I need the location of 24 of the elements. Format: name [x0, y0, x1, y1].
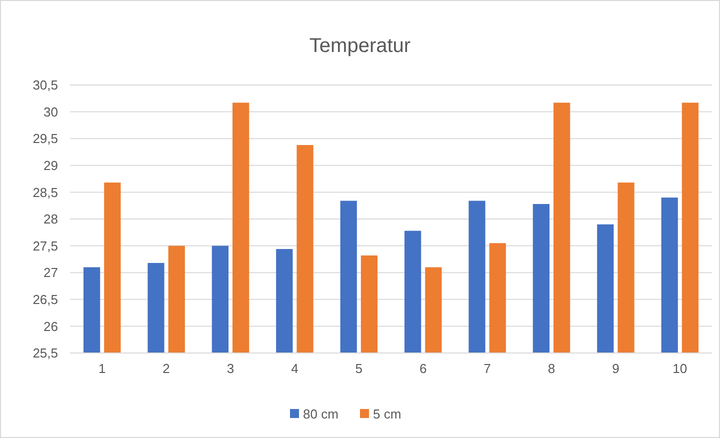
- chart-title: Temperatur: [309, 35, 411, 57]
- x-tick-label: 8: [548, 361, 556, 376]
- x-tick-label: 3: [226, 361, 234, 376]
- x-tick-label: 4: [291, 361, 298, 376]
- y-tick-label: 28,5: [32, 184, 58, 200]
- y-tick-label: 29: [44, 158, 58, 173]
- y-tick-label: 27: [44, 265, 58, 280]
- y-tick-label: 28: [44, 212, 58, 227]
- x-tick-label: 1: [98, 361, 106, 376]
- x-tick-label: 9: [612, 361, 620, 376]
- legend-label: 80 cm: [303, 406, 338, 422]
- x-tick-label: 10: [672, 361, 688, 376]
- y-tick-label: 25,5: [32, 346, 58, 361]
- y-tick-label: 26: [44, 318, 58, 334]
- y-tick-label: 30: [44, 104, 58, 120]
- x-tick-label: 6: [419, 361, 427, 376]
- y-tick-label: 29,5: [32, 131, 58, 146]
- x-tick-label: 5: [355, 361, 363, 376]
- x-tick-label: 7: [484, 361, 491, 376]
- legend-label: 5 cm: [373, 406, 402, 422]
- y-tick-label: 27,5: [32, 238, 58, 254]
- y-tick-label: 30,5: [32, 78, 58, 93]
- y-tick-label: 26,5: [32, 292, 58, 307]
- x-tick-label: 2: [162, 361, 170, 376]
